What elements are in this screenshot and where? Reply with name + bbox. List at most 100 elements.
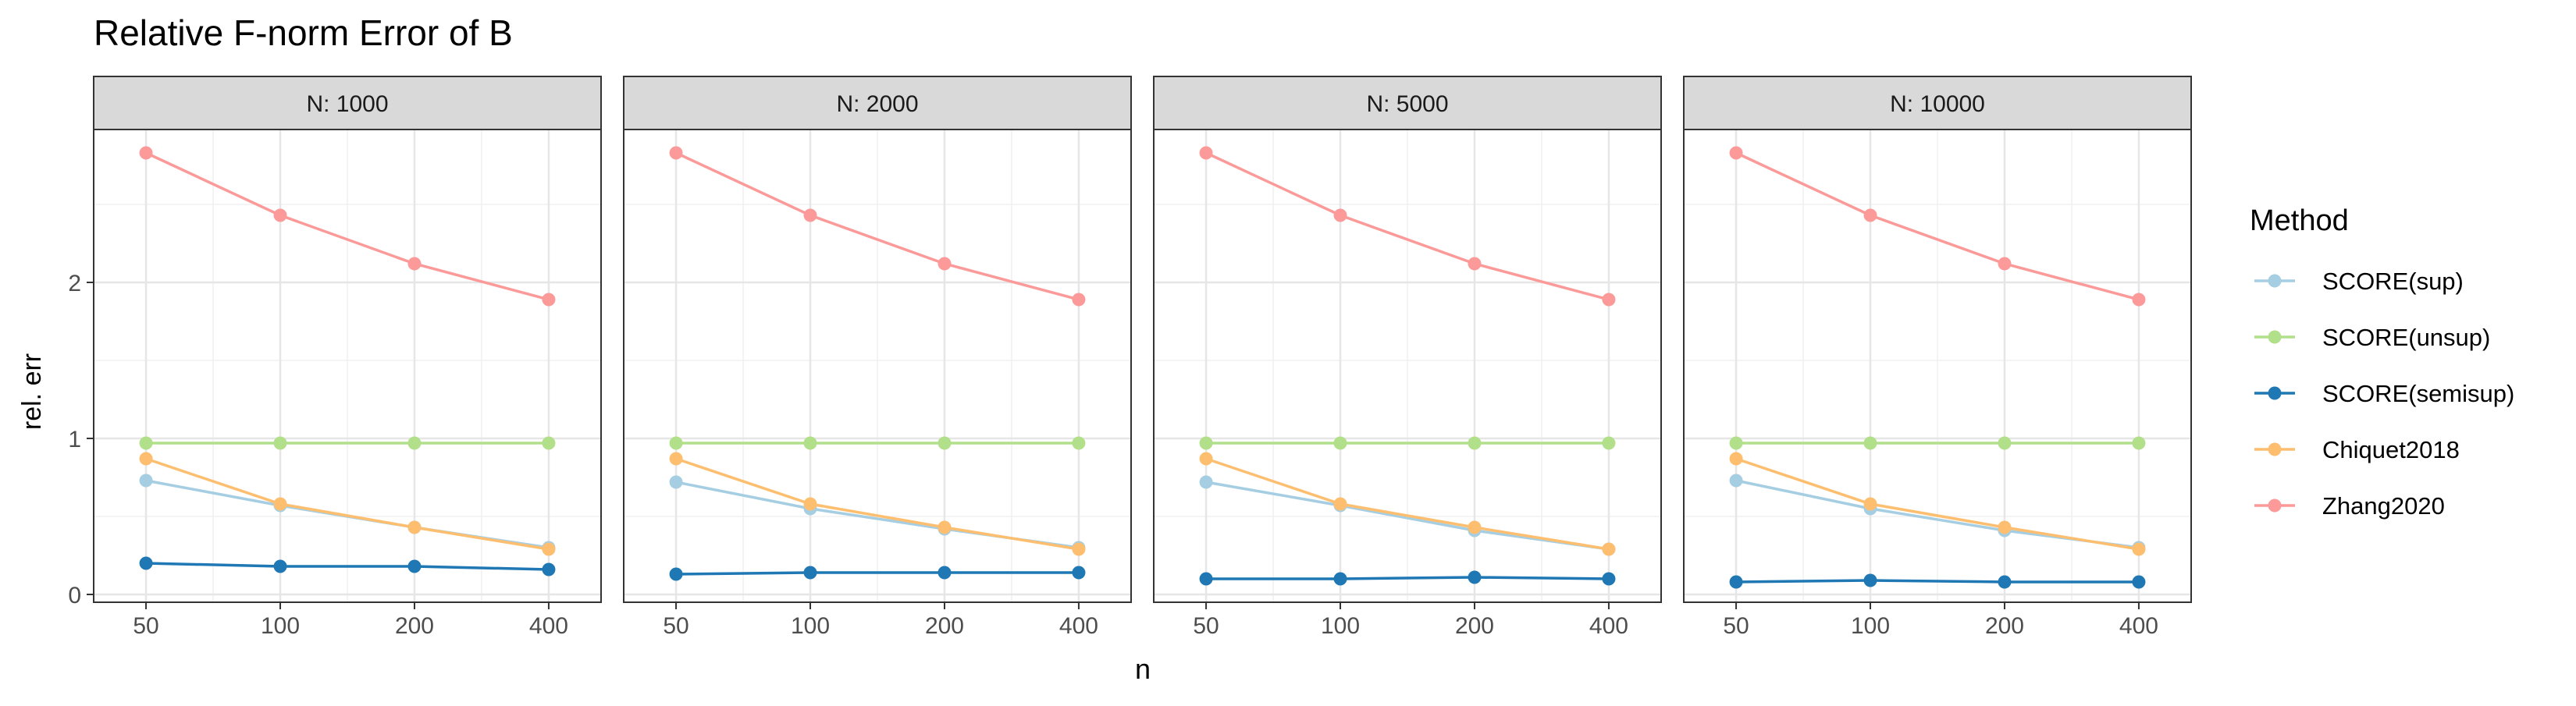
data-point	[669, 146, 683, 160]
legend-label: SCORE(unsup)	[2322, 324, 2490, 351]
data-point	[669, 452, 683, 466]
legend-title: Method	[2250, 204, 2349, 237]
legend-item: Zhang2020	[2254, 492, 2445, 520]
x-tick-label: 200	[925, 613, 964, 639]
legend-item: SCORE(unsup)	[2254, 324, 2490, 351]
data-point	[1998, 436, 2012, 450]
x-tick-label: 400	[1059, 613, 1098, 639]
legend-item: SCORE(sup)	[2254, 268, 2464, 295]
y-tick-label: 1	[68, 427, 81, 452]
data-point	[1729, 146, 1743, 160]
data-point	[139, 452, 153, 466]
legend-key-point	[2268, 498, 2282, 513]
legend-item: Chiquet2018	[2254, 436, 2460, 463]
panel-border	[1153, 129, 1662, 603]
series-line	[146, 562, 549, 571]
data-point	[803, 566, 817, 580]
facet-label: N: 1000	[306, 91, 388, 117]
legend-label: SCORE(semisup)	[2322, 380, 2514, 407]
x-tick-label: 50	[1193, 613, 1219, 639]
data-point	[1072, 566, 1086, 580]
x-axis-label: n	[1135, 653, 1151, 685]
data-point	[1072, 542, 1086, 556]
data-point	[938, 257, 952, 271]
panel: N: 2000 50 100 200 400	[623, 76, 1132, 639]
series-line	[1205, 151, 1610, 301]
facet-label: N: 10000	[1890, 91, 1985, 117]
facet-strip	[93, 76, 602, 130]
data-point	[669, 436, 683, 450]
data-point	[273, 559, 287, 573]
y-tick-label: 2	[68, 271, 81, 296]
x-tick-label: 100	[261, 613, 300, 639]
data-point	[1998, 257, 2012, 271]
data-point	[803, 436, 817, 450]
y-tick-label: 0	[68, 583, 81, 608]
data-point	[1602, 436, 1616, 450]
x-tick-label: 50	[133, 613, 158, 639]
data-point	[803, 497, 817, 511]
data-point	[1602, 293, 1616, 307]
legend: Method SCORE(sup) SCORE(unsup) SCORE(semis…	[2250, 204, 2514, 520]
x-tick-label: 400	[529, 613, 568, 639]
x-tick-label: 50	[1723, 613, 1749, 639]
data-point	[1199, 452, 1213, 466]
data-point	[542, 542, 556, 556]
legend-label: Chiquet2018	[2322, 436, 2460, 463]
x-tick-label: 400	[2119, 613, 2158, 639]
facet-strip	[1153, 76, 1662, 130]
data-point	[1998, 520, 2012, 534]
data-point	[1863, 573, 1877, 587]
chart-title: Relative F-norm Error of B	[94, 12, 513, 53]
data-point	[1729, 575, 1743, 589]
series-line	[675, 151, 1080, 301]
legend-label: SCORE(sup)	[2322, 268, 2464, 295]
data-point	[139, 436, 153, 450]
data-point	[938, 436, 952, 450]
facet-label: N: 2000	[836, 91, 918, 117]
series-line	[676, 571, 1079, 576]
data-point	[1863, 436, 1877, 450]
data-point	[1602, 542, 1616, 556]
panel-border	[93, 129, 602, 603]
data-point	[803, 208, 817, 222]
data-point	[1199, 436, 1213, 450]
series-line	[1735, 457, 2140, 551]
series-line	[1206, 576, 1609, 580]
data-point	[1333, 497, 1347, 511]
x-tick-label: 100	[1321, 613, 1360, 639]
data-point	[139, 556, 153, 570]
data-point	[1468, 520, 1482, 534]
data-point	[1468, 436, 1482, 450]
data-point	[542, 562, 556, 577]
data-point	[1468, 257, 1482, 271]
x-tick-label: 200	[1985, 613, 2024, 639]
data-point	[2132, 293, 2146, 307]
data-point	[1863, 208, 1877, 222]
legend-key-point	[2268, 442, 2282, 456]
series-line	[1205, 481, 1610, 551]
x-tick-label: 50	[663, 613, 688, 639]
data-point	[273, 208, 287, 222]
panel: N: 10000 50 100 200 400	[1683, 76, 2192, 639]
data-point	[938, 566, 952, 580]
data-point	[1333, 208, 1347, 222]
panel-border	[623, 129, 1132, 603]
data-point	[1468, 570, 1482, 584]
data-point	[1729, 452, 1743, 466]
data-point	[2132, 436, 2146, 450]
series-line	[1205, 457, 1610, 551]
legend-key-point	[2268, 386, 2282, 400]
data-point	[542, 436, 556, 450]
data-point	[1072, 293, 1086, 307]
panel: N: 5000 50 100 200 400	[1153, 76, 1662, 639]
facet-label: N: 5000	[1366, 91, 1448, 117]
x-tick-label: 100	[791, 613, 830, 639]
series-line	[145, 457, 550, 551]
legend-items: SCORE(sup) SCORE(unsup) SCORE(semisup) Chiq…	[2254, 268, 2514, 520]
panel-border	[1683, 129, 2192, 603]
legend-item: SCORE(semisup)	[2254, 380, 2514, 407]
data-point	[1072, 436, 1086, 450]
series-line	[675, 457, 1080, 551]
